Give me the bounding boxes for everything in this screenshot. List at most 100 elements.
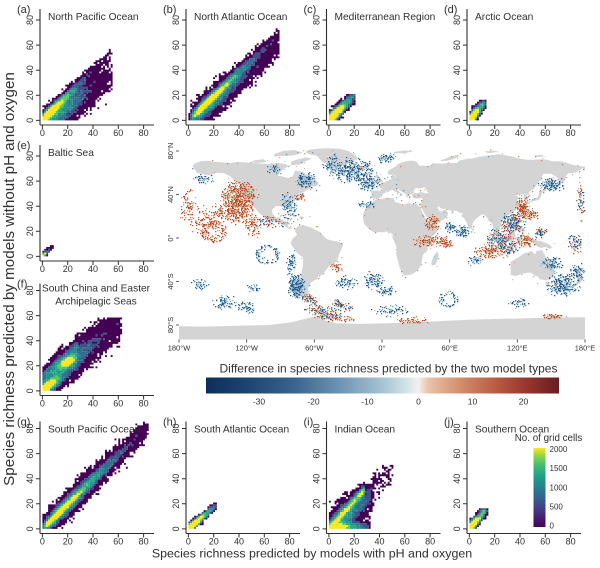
svg-text:40: 40: [312, 474, 322, 484]
svg-text:20: 20: [25, 361, 35, 371]
svg-text:0: 0: [326, 128, 331, 138]
svg-text:40°S: 40°S: [166, 273, 175, 289]
svg-text:60: 60: [113, 536, 123, 546]
svg-text:Baltic Sea: Baltic Sea: [48, 148, 94, 159]
svg-text:80: 80: [171, 423, 181, 433]
svg-text:0: 0: [25, 118, 35, 123]
svg-text:0: 0: [25, 254, 35, 259]
svg-text:(e): (e): [17, 140, 30, 152]
svg-text:0: 0: [171, 526, 181, 531]
svg-text:Mediterranean Region: Mediterranean Region: [335, 12, 436, 23]
svg-text:80: 80: [25, 423, 35, 433]
svg-text:40: 40: [452, 474, 462, 484]
svg-text:60: 60: [25, 40, 35, 50]
svg-text:Difference in species richness: Difference in species richness predicted…: [220, 362, 558, 376]
svg-text:80: 80: [139, 536, 149, 546]
svg-text:60: 60: [113, 128, 123, 138]
svg-text:20: 20: [25, 226, 35, 236]
svg-text:Species richness predicted by: Species richness predicted by models wit…: [152, 547, 472, 561]
svg-text:40: 40: [171, 65, 181, 75]
svg-text:0: 0: [40, 398, 45, 408]
svg-text:60: 60: [400, 128, 410, 138]
svg-text:(i): (i): [304, 417, 314, 429]
svg-text:20: 20: [171, 90, 181, 100]
svg-text:10: 10: [468, 397, 478, 407]
svg-text:60°E: 60°E: [442, 344, 458, 353]
svg-text:60: 60: [259, 128, 269, 138]
svg-text:South China and Easter: South China and Easter: [42, 284, 151, 295]
svg-text:60: 60: [540, 128, 550, 138]
svg-text:20: 20: [312, 90, 322, 100]
svg-text:60: 60: [312, 40, 322, 50]
svg-text:20: 20: [171, 499, 181, 509]
svg-text:-20: -20: [307, 397, 320, 407]
svg-text:0: 0: [186, 536, 191, 546]
svg-text:South Atlantic Ocean: South Atlantic Ocean: [194, 425, 289, 436]
svg-text:20: 20: [490, 536, 500, 546]
svg-text:20: 20: [452, 90, 462, 100]
svg-text:South Pacific Ocean: South Pacific Ocean: [48, 425, 140, 436]
svg-text:North Atlantic Ocean: North Atlantic Ocean: [194, 12, 287, 23]
svg-text:(j): (j): [444, 417, 454, 429]
svg-text:Southern Ocean: Southern Ocean: [475, 425, 549, 436]
svg-text:80: 80: [25, 151, 35, 161]
svg-text:0: 0: [452, 118, 462, 123]
svg-text:(d): (d): [444, 4, 457, 16]
svg-text:0: 0: [467, 128, 472, 138]
svg-text:80: 80: [171, 15, 181, 25]
svg-text:40: 40: [88, 536, 98, 546]
svg-text:40: 40: [171, 474, 181, 484]
svg-text:-10: -10: [361, 397, 374, 407]
svg-text:40: 40: [88, 264, 98, 274]
svg-text:60: 60: [113, 398, 123, 408]
svg-text:60: 60: [312, 449, 322, 459]
svg-text:60: 60: [171, 40, 181, 50]
svg-text:80: 80: [139, 398, 149, 408]
svg-text:0: 0: [186, 128, 191, 138]
svg-text:40: 40: [25, 474, 35, 484]
svg-text:40: 40: [25, 336, 35, 346]
svg-text:20: 20: [349, 536, 359, 546]
svg-text:80: 80: [312, 423, 322, 433]
svg-text:20: 20: [490, 128, 500, 138]
svg-text:120°E: 120°E: [507, 344, 528, 353]
svg-text:0: 0: [467, 536, 472, 546]
svg-text:180°E: 180°E: [575, 344, 596, 353]
svg-text:80: 80: [452, 423, 462, 433]
svg-text:North Pacific Ocean: North Pacific Ocean: [48, 12, 139, 23]
svg-text:0°: 0°: [166, 234, 175, 241]
svg-text:20: 20: [452, 499, 462, 509]
svg-text:0: 0: [312, 118, 322, 123]
svg-text:0: 0: [416, 397, 421, 407]
svg-text:20: 20: [519, 397, 529, 407]
svg-text:Archipelagic Seas: Archipelagic Seas: [55, 297, 137, 308]
svg-text:(g): (g): [17, 417, 30, 429]
svg-text:60: 60: [259, 536, 269, 546]
svg-text:500: 500: [550, 503, 564, 512]
svg-text:60: 60: [452, 449, 462, 459]
svg-text:40: 40: [374, 128, 384, 138]
svg-text:40: 40: [25, 65, 35, 75]
svg-text:40: 40: [234, 536, 244, 546]
svg-text:60: 60: [171, 449, 181, 459]
svg-text:80°N: 80°N: [166, 143, 175, 160]
svg-text:80: 80: [139, 264, 149, 274]
svg-text:Arctic Ocean: Arctic Ocean: [475, 12, 533, 23]
svg-text:40: 40: [374, 536, 384, 546]
svg-text:60: 60: [540, 536, 550, 546]
svg-text:60: 60: [452, 40, 462, 50]
svg-text:1000: 1000: [550, 483, 568, 492]
svg-text:40: 40: [515, 536, 525, 546]
svg-text:80: 80: [452, 15, 462, 25]
svg-text:Species richness predicted by: Species richness predicted by models wit…: [1, 72, 18, 486]
svg-text:60: 60: [25, 449, 35, 459]
svg-text:0: 0: [171, 118, 181, 123]
svg-text:0: 0: [452, 526, 462, 531]
svg-text:0: 0: [40, 128, 45, 138]
svg-text:(b): (b): [163, 4, 176, 16]
svg-text:20: 20: [349, 128, 359, 138]
svg-text:Indian Ocean: Indian Ocean: [335, 425, 396, 436]
svg-text:80: 80: [285, 536, 295, 546]
svg-text:(f): (f): [17, 279, 27, 291]
svg-text:80°S: 80°S: [166, 317, 175, 333]
